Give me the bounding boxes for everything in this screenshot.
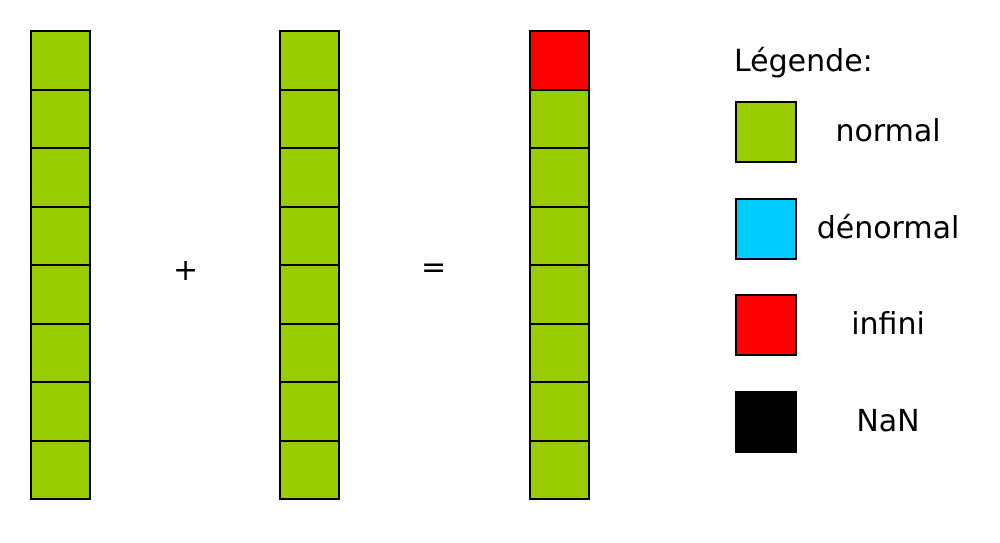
legend-swatch-normal (735, 101, 797, 163)
operand-a-column (30, 30, 91, 500)
legend-label-infinite: infini (851, 307, 925, 342)
operand-b-cell-normal (279, 264, 340, 325)
result-cell-normal (529, 381, 590, 442)
operand-b-cell-normal (279, 381, 340, 442)
operand-a-cell-normal (30, 30, 91, 91)
operand-b-cell-normal (279, 147, 340, 208)
legend-swatch-infinite (735, 294, 797, 356)
operand-a-cell-normal (30, 88, 91, 149)
operand-a-cell-normal (30, 322, 91, 383)
legend-title: Légende: (734, 44, 873, 79)
legend-label-denormal: dénormal (816, 211, 960, 246)
result-cell-normal (529, 88, 590, 149)
operand-b-column (279, 30, 340, 500)
operand-b-cell-normal (279, 322, 340, 383)
equals-operator: = (421, 250, 447, 285)
legend-swatch-nan (735, 391, 797, 453)
plus-operator: + (173, 253, 199, 288)
result-cell-normal (529, 322, 590, 383)
result-column (529, 30, 590, 500)
operand-a-cell-normal (30, 439, 91, 500)
operand-a-cell-normal (30, 147, 91, 208)
legend-label-normal: normal (835, 114, 941, 149)
result-cell-normal (529, 439, 590, 500)
operand-a-cell-normal (30, 381, 91, 442)
result-cell-infinite (529, 30, 590, 91)
result-cell-normal (529, 147, 590, 208)
operand-b-cell-normal (279, 205, 340, 266)
result-cell-normal (529, 205, 590, 266)
operand-a-cell-normal (30, 264, 91, 325)
legend-label-nan: NaN (856, 404, 920, 439)
operand-a-cell-normal (30, 205, 91, 266)
operand-b-cell-normal (279, 439, 340, 500)
operand-b-cell-normal (279, 88, 340, 149)
operand-b-cell-normal (279, 30, 340, 91)
result-cell-normal (529, 264, 590, 325)
legend-swatch-denormal (735, 198, 797, 260)
